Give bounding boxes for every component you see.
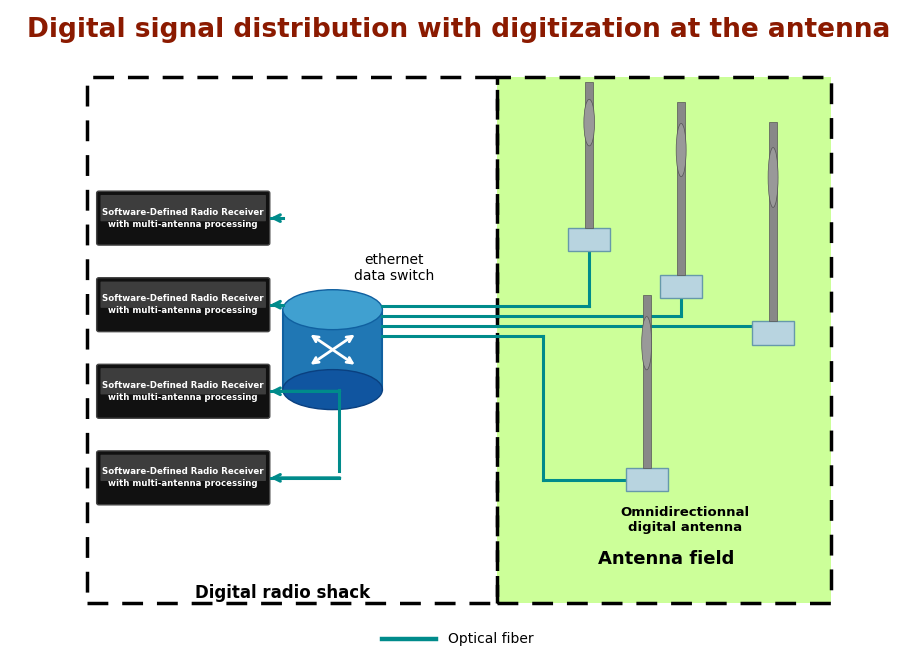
- Bar: [498, 77, 831, 603]
- Text: Digital radio shack: Digital radio shack: [196, 583, 370, 602]
- FancyBboxPatch shape: [96, 191, 270, 245]
- Bar: [586, 82, 593, 228]
- FancyBboxPatch shape: [96, 364, 270, 418]
- Bar: [283, 310, 383, 390]
- Text: Optical fiber: Optical fiber: [447, 632, 533, 647]
- Ellipse shape: [677, 123, 686, 176]
- Bar: [87, 77, 498, 603]
- FancyBboxPatch shape: [96, 278, 270, 332]
- Text: Omnidirectionnal
digital antenna: Omnidirectionnal digital antenna: [621, 506, 750, 534]
- Text: Software-Defined Radio Receiver
with multi-antenna processing: Software-Defined Radio Receiver with mul…: [103, 381, 264, 402]
- FancyBboxPatch shape: [100, 282, 266, 308]
- Bar: [769, 122, 777, 322]
- Bar: [498, 77, 831, 603]
- Bar: [677, 102, 685, 275]
- FancyBboxPatch shape: [100, 195, 266, 221]
- Ellipse shape: [584, 99, 595, 146]
- Bar: [568, 228, 610, 251]
- FancyBboxPatch shape: [96, 451, 270, 505]
- Bar: [660, 275, 702, 298]
- Bar: [626, 468, 667, 492]
- Text: Antenna field: Antenna field: [598, 550, 734, 569]
- Bar: [752, 322, 794, 345]
- Text: ethernet
data switch: ethernet data switch: [353, 253, 434, 283]
- Text: Software-Defined Radio Receiver
with multi-antenna processing: Software-Defined Radio Receiver with mul…: [103, 294, 264, 315]
- Ellipse shape: [283, 370, 383, 410]
- FancyBboxPatch shape: [100, 455, 266, 481]
- Ellipse shape: [768, 148, 778, 208]
- Text: Software-Defined Radio Receiver
with multi-antenna processing: Software-Defined Radio Receiver with mul…: [103, 208, 264, 228]
- Text: Digital signal distribution with digitization at the antenna: Digital signal distribution with digitiz…: [28, 17, 890, 43]
- Ellipse shape: [283, 290, 383, 330]
- Text: Software-Defined Radio Receiver
with multi-antenna processing: Software-Defined Radio Receiver with mul…: [103, 468, 264, 488]
- Bar: [643, 294, 651, 468]
- FancyBboxPatch shape: [100, 368, 266, 394]
- Ellipse shape: [642, 316, 652, 370]
